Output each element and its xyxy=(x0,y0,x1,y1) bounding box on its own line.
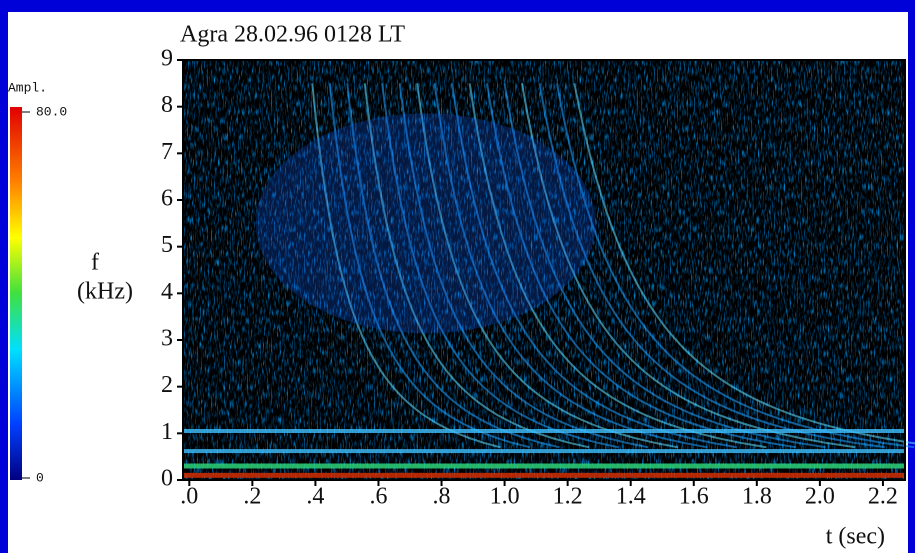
whistler-trace xyxy=(311,83,501,449)
y-tick-label: 6 xyxy=(161,186,173,212)
whistler-trace xyxy=(398,83,649,449)
whistler-trace xyxy=(433,83,708,449)
whistler-trace xyxy=(451,83,738,449)
x-tick-label: .6 xyxy=(369,484,387,510)
colorbar-tick-label: 0 xyxy=(36,470,44,485)
whistler-trace xyxy=(328,83,531,449)
whistler-trace xyxy=(468,83,767,449)
whistler-trace xyxy=(381,83,619,449)
x-tick-label: .4 xyxy=(306,484,324,510)
x-tick-label: 1.4 xyxy=(616,484,646,510)
whistler-trace xyxy=(556,83,915,449)
y-tick-label: 0 xyxy=(161,466,173,492)
chart-title: Agra 28.02.96 0128 LT xyxy=(180,22,405,48)
frequency-band xyxy=(183,429,905,433)
x-tick-label: 2.2 xyxy=(868,484,898,510)
frequency-band xyxy=(183,463,905,469)
y-axis-label: (kHz) xyxy=(77,279,133,305)
y-tick-label: 4 xyxy=(161,279,173,305)
y-tick-label: 5 xyxy=(161,232,173,258)
colorbar-tick-label: 80.0 xyxy=(36,104,67,119)
whistler-trace xyxy=(503,83,826,449)
x-tick-label: 1.0 xyxy=(490,484,520,510)
whistler-trace xyxy=(573,83,915,445)
y-tick-label: 3 xyxy=(161,326,173,352)
plot-frame xyxy=(182,59,906,481)
whistler-trace xyxy=(416,83,678,449)
x-axis-label: t (sec) xyxy=(826,524,885,550)
x-tick-label: 1.8 xyxy=(742,484,772,510)
whistler-trace xyxy=(363,83,590,449)
y-tick-label: 9 xyxy=(161,46,173,72)
x-tick-label: .0 xyxy=(180,484,198,510)
x-tick-label: 1.6 xyxy=(679,484,709,510)
frequency-band xyxy=(183,472,905,478)
colorbar-label: Ampl. xyxy=(8,80,47,95)
colorbar xyxy=(10,107,22,480)
spectrogram-noise xyxy=(183,60,905,480)
frequency-band xyxy=(183,449,905,454)
whistler-trace xyxy=(521,83,856,449)
x-tick-label: .2 xyxy=(243,484,261,510)
whistler-trace xyxy=(346,83,560,449)
y-tick-label: 8 xyxy=(161,92,173,118)
x-tick-label: .8 xyxy=(433,484,451,510)
y-tick-label: 1 xyxy=(161,419,173,445)
whistler-trace xyxy=(486,83,797,449)
whistler-trace xyxy=(538,83,885,449)
emission-cloud xyxy=(255,113,596,334)
x-tick-label: 1.2 xyxy=(553,484,583,510)
y-axis-label: f xyxy=(91,250,99,276)
y-tick-label: 2 xyxy=(161,372,173,398)
x-tick-label: 2.0 xyxy=(805,484,835,510)
y-tick-label: 7 xyxy=(161,139,173,165)
